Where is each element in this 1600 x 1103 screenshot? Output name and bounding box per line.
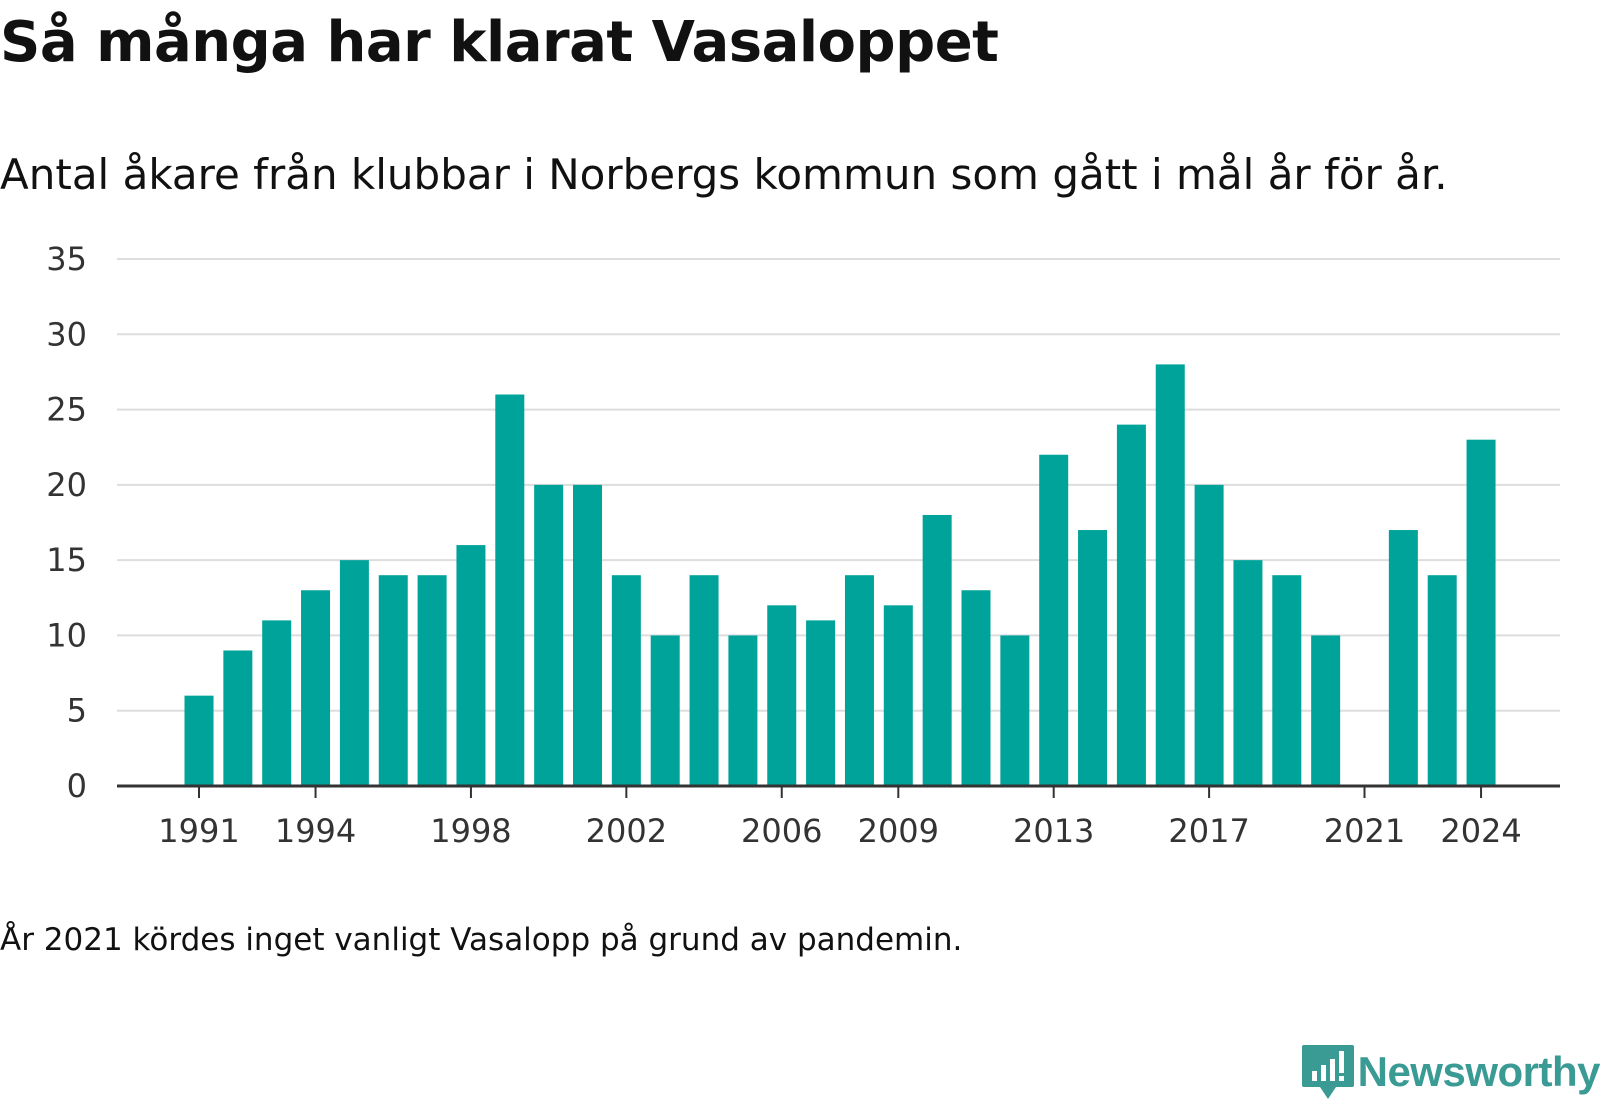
bar-2008	[844, 575, 874, 786]
x-tick-label: 1994	[275, 812, 356, 850]
bar-1996	[378, 575, 408, 786]
y-tick-label: 10	[46, 616, 87, 654]
bar-1999	[495, 394, 525, 786]
bar-1992	[223, 650, 253, 786]
chart-title: Så många har klarat Vasaloppet	[0, 10, 999, 75]
x-tick-label: 1998	[430, 812, 511, 850]
x-tick-label: 2013	[1013, 812, 1094, 850]
y-tick-label: 20	[46, 466, 87, 504]
footnote: År 2021 kördes inget vanligt Vasalopp på…	[0, 922, 963, 958]
bar-2018	[1233, 560, 1263, 786]
x-axis: 1991 1994 1998 2002 2006 2009 2013 2017 2021 2024	[117, 784, 1560, 850]
bar-1993	[262, 620, 292, 786]
bar-2023	[1427, 575, 1457, 786]
x-tick-label: 1991	[158, 812, 239, 850]
bar-2006	[767, 605, 797, 786]
bar-2019	[1272, 575, 1302, 786]
bar-chart: 0 5 10 15 20 25 30 35 1991 1994 1998 2002 2006 2009 2…	[46, 240, 1560, 850]
bar-1991	[184, 695, 214, 786]
bar-2004	[689, 575, 719, 786]
bar-2024	[1466, 439, 1496, 786]
bar-1994	[301, 590, 331, 786]
grid-lines	[117, 258, 1560, 712]
bar-2000	[534, 484, 564, 786]
y-tick-label: 35	[46, 240, 87, 278]
x-tick-label: 2006	[741, 812, 822, 850]
bar-1998	[456, 545, 486, 786]
bar-2015	[1116, 424, 1146, 786]
bar-1997	[417, 575, 447, 786]
x-tick-label: 2024	[1440, 812, 1521, 850]
y-tick-label: 5	[67, 692, 87, 730]
y-axis-labels: 0 5 10 15 20 25 30 35	[46, 240, 87, 805]
bar-2001	[573, 484, 602, 786]
x-tick-label: 2002	[586, 812, 667, 850]
bar-2012	[1000, 635, 1030, 786]
newsworthy-logo: Newsworthy	[1298, 1042, 1600, 1102]
bar-2011	[961, 590, 991, 786]
bar-2016	[1155, 364, 1185, 786]
bar-2022	[1388, 530, 1418, 786]
bar-2013	[1039, 454, 1069, 786]
bars	[184, 364, 1496, 786]
bar-2020	[1311, 635, 1341, 786]
y-tick-label: 30	[46, 315, 87, 353]
x-tick-label: 2017	[1168, 812, 1249, 850]
x-tick-label: 2009	[858, 812, 939, 850]
bar-2007	[806, 620, 836, 786]
y-tick-label: 15	[46, 541, 87, 579]
y-tick-label: 25	[46, 391, 87, 429]
bar-2005	[728, 635, 758, 786]
bar-2017	[1194, 484, 1224, 786]
bar-2010	[922, 514, 952, 786]
bar-2014	[1078, 530, 1108, 786]
bar-2003	[650, 635, 680, 786]
x-tick-label: 2021	[1324, 812, 1405, 850]
bar-2002	[611, 575, 641, 786]
bar-1995	[339, 560, 369, 786]
brand-name: Newsworthy	[1357, 1048, 1600, 1095]
bar-2009	[883, 605, 913, 786]
newsworthy-logo-icon	[1301, 1045, 1354, 1099]
y-tick-label: 0	[67, 767, 87, 805]
chart-subtitle: Antal åkare från klubbar i Norbergs komm…	[0, 150, 1448, 199]
